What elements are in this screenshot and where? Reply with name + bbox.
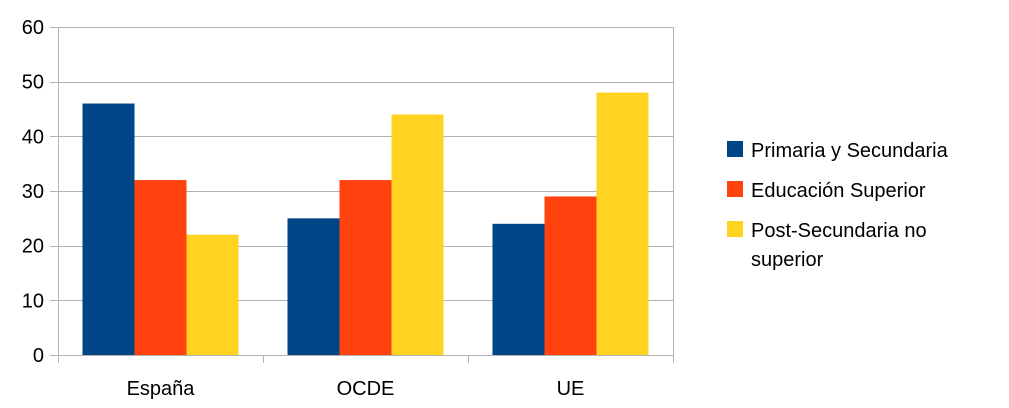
y-tick-label: 40 <box>22 126 44 148</box>
y-tick-label: 0 <box>33 345 44 367</box>
axes: 0 10 20 30 40 50 60 España OCDE UE <box>22 17 674 400</box>
legend-label: Educación Superior <box>751 180 926 202</box>
bar <box>391 114 444 355</box>
y-tick-label: 10 <box>22 290 44 312</box>
bar <box>492 223 545 355</box>
bar <box>186 234 239 355</box>
bar <box>82 103 135 356</box>
y-tick-label: 30 <box>22 181 44 203</box>
legend-swatch <box>727 221 743 237</box>
y-tick-label: 20 <box>22 236 44 258</box>
y-tick-label: 50 <box>22 72 44 94</box>
bar <box>134 180 187 355</box>
bar <box>596 92 649 355</box>
x-tick-label: UE <box>557 378 585 400</box>
bar <box>287 218 340 355</box>
x-tick-label: OCDE <box>337 378 395 400</box>
bar <box>544 196 597 355</box>
x-tick-label: España <box>127 378 196 400</box>
legend-swatch <box>727 181 743 197</box>
legend-label: Primaria y Secundaria <box>751 140 949 162</box>
legend: Primaria y Secundaria Educación Superior P… <box>727 140 949 271</box>
bars <box>82 92 649 356</box>
legend-label: Post-Secundaria no <box>751 220 927 242</box>
bar <box>339 180 392 355</box>
y-tick-label: 60 <box>22 17 44 39</box>
legend-swatch <box>727 141 743 157</box>
legend-label: superior <box>751 249 824 271</box>
